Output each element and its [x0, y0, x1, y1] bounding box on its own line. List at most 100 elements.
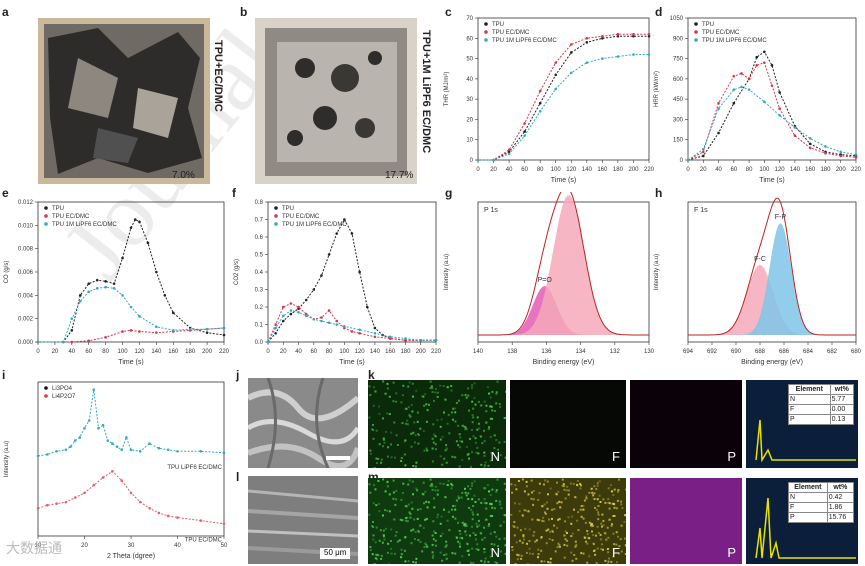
noise-pixel [467, 498, 470, 500]
data-point [732, 74, 736, 78]
noise-pixel [401, 519, 404, 522]
noise-pixel [412, 493, 414, 496]
noise-pixel [400, 548, 403, 551]
data-point [289, 302, 293, 305]
chart-f: 0 20 40 60 80 100 120 140 160 180 200 220 0.0 0.1 0.2 0… [234, 200, 442, 366]
noise-pixel [586, 542, 589, 545]
legend-label: TPU EC/DMC [52, 214, 90, 220]
noise-pixel [406, 423, 409, 426]
noise-pixel [597, 518, 600, 521]
x-tick-label: 680 [851, 349, 862, 355]
noise-pixel [384, 490, 387, 493]
series-line [267, 218, 436, 343]
data-point [148, 506, 151, 510]
noise-pixel [554, 550, 557, 553]
noise-pixel [385, 430, 387, 433]
noise-pixel [483, 548, 486, 550]
noise-pixel [480, 501, 483, 504]
noise-pixel [467, 387, 470, 390]
noise-pixel [489, 459, 492, 462]
noise-pixel [596, 525, 599, 528]
legend-label: TPU EC/DMC [702, 30, 740, 36]
noise-pixel [611, 523, 613, 526]
x-tick-label: 120 [775, 167, 786, 173]
noise-pixel [602, 548, 604, 551]
noise-pixel [370, 428, 373, 431]
noise-pixel [439, 551, 442, 554]
legend-marker [44, 394, 48, 398]
noise-pixel [411, 480, 414, 483]
noise-pixel [526, 542, 528, 545]
noise-pixel [472, 562, 475, 564]
x-tick-label: 220 [219, 349, 230, 355]
noise-pixel [411, 410, 414, 413]
noise-pixel [381, 514, 384, 517]
noise-pixel [604, 532, 607, 535]
noise-pixel [544, 479, 547, 482]
noise-pixel [439, 522, 442, 525]
data-point [188, 327, 192, 331]
noise-pixel [469, 437, 471, 440]
data-point [155, 270, 158, 274]
noise-pixel [395, 498, 398, 501]
noise-pixel [511, 491, 514, 494]
data-point [46, 453, 49, 456]
eds-map-m-p: P [630, 478, 742, 564]
data-point [808, 137, 812, 140]
noise-pixel [518, 510, 521, 513]
noise-pixel [547, 493, 549, 496]
eds-table-m: Element wt% N 0.42 F 1.86 P 15.76 [788, 482, 855, 523]
noise-pixel [615, 531, 618, 534]
noise-pixel [551, 539, 554, 542]
noise-pixel [404, 560, 407, 563]
noise-pixel [500, 507, 503, 510]
noise-pixel [414, 538, 416, 540]
noise-pixel [498, 403, 501, 406]
noise-pixel [431, 437, 434, 440]
eds-map-label: F [612, 545, 620, 560]
noise-pixel [450, 389, 453, 392]
legend-label: TPU [282, 206, 294, 212]
noise-pixel [459, 536, 462, 539]
noise-pixel [436, 516, 439, 519]
noise-pixel [486, 484, 489, 487]
noise-pixel [523, 490, 526, 493]
noise-pixel [473, 397, 476, 400]
data-point [129, 491, 133, 495]
x-tick-label: 140 [473, 349, 484, 355]
noise-pixel [413, 421, 416, 424]
data-point [740, 72, 743, 75]
noise-pixel [592, 524, 594, 527]
noise-pixel [546, 507, 549, 510]
data-point [157, 446, 161, 450]
data-point [274, 331, 277, 335]
noise-pixel [461, 491, 464, 494]
noise-pixel [511, 546, 514, 548]
noise-pixel [566, 485, 569, 488]
noise-pixel [419, 541, 422, 543]
data-point [139, 450, 142, 453]
noise-pixel [425, 420, 428, 423]
eds-header: Element [788, 384, 831, 395]
noise-pixel [436, 489, 439, 492]
data-point [46, 503, 49, 507]
data-point [717, 107, 720, 110]
noise-pixel [607, 551, 610, 554]
data-point [73, 439, 77, 442]
noise-pixel [505, 390, 506, 393]
noise-pixel [422, 493, 425, 496]
noise-pixel [431, 551, 434, 554]
legend-marker [274, 214, 278, 218]
noise-pixel [431, 391, 434, 393]
noise-pixel [445, 540, 448, 543]
legend-label: Li3PO4 [52, 386, 73, 392]
noise-pixel [474, 403, 477, 406]
noise-pixel [400, 553, 403, 556]
x-tick-label: 0 [36, 349, 40, 355]
noise-pixel [538, 491, 541, 494]
noise-pixel [476, 543, 479, 546]
noise-pixel [390, 528, 393, 531]
y-tick-label: 0.3 [255, 288, 264, 294]
data-point [104, 285, 107, 289]
data-point [205, 331, 209, 334]
